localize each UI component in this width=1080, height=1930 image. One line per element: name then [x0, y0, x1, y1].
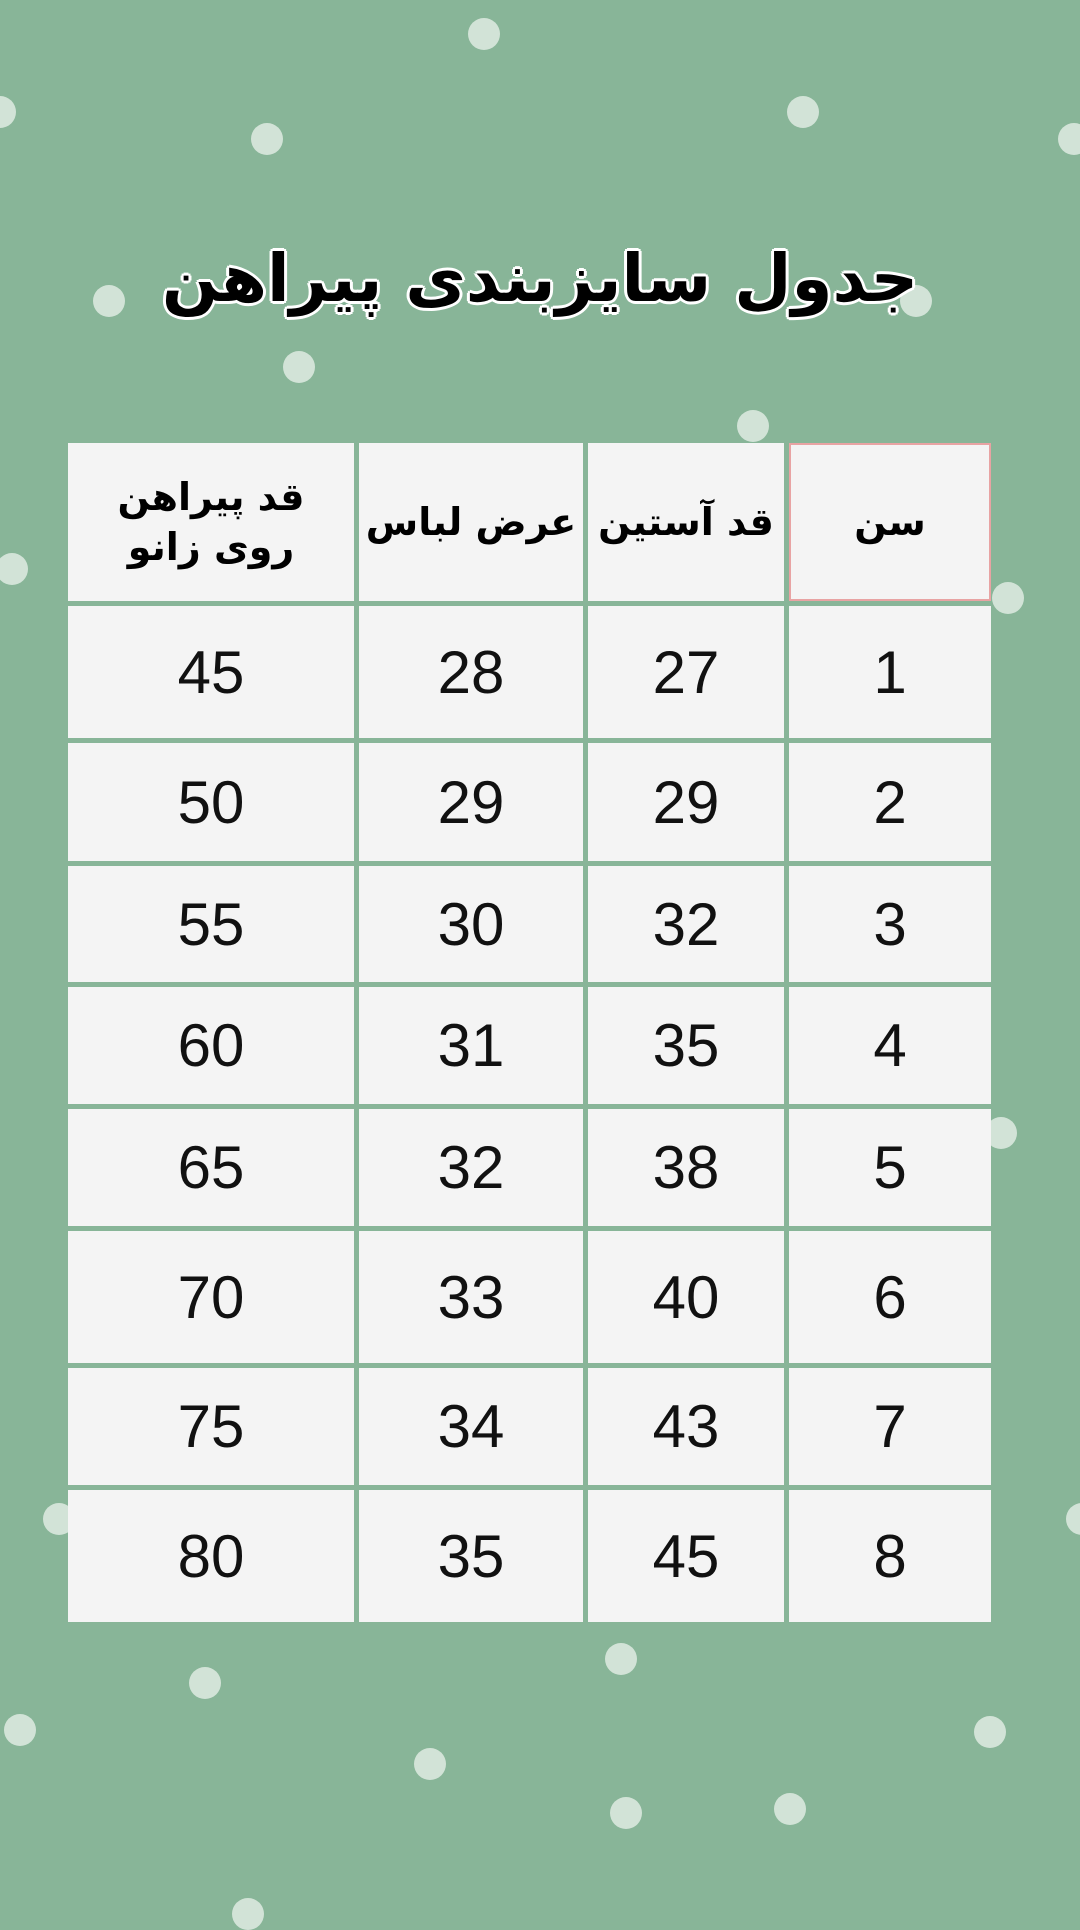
cell-age: 5 [789, 1109, 991, 1226]
cell-age: 6 [789, 1231, 991, 1363]
polka-dot [974, 1716, 1006, 1748]
polka-dot [283, 351, 315, 383]
cell-dress-length: 45 [68, 606, 354, 738]
polka-dot [787, 96, 819, 128]
polka-dot [414, 1748, 446, 1780]
polka-dot [0, 553, 28, 585]
cell-dress-length: 55 [68, 866, 354, 982]
cell-age: 4 [789, 987, 991, 1104]
polka-dot [189, 1667, 221, 1699]
cell-age: 3 [789, 866, 991, 982]
cell-width: 32 [359, 1109, 583, 1226]
polka-dot [1066, 1503, 1080, 1535]
header-width: عرض لباس [359, 443, 583, 601]
cell-sleeve-length: 45 [588, 1490, 784, 1622]
cell-width: 31 [359, 987, 583, 1104]
polka-dot [4, 1714, 36, 1746]
header-dress-length: قد پیراهن روی زانو [68, 443, 354, 601]
cell-sleeve-length: 40 [588, 1231, 784, 1363]
cell-width: 34 [359, 1368, 583, 1485]
cell-sleeve-length: 27 [588, 606, 784, 738]
polka-dot [605, 1643, 637, 1675]
cell-width: 28 [359, 606, 583, 738]
cell-sleeve-length: 32 [588, 866, 784, 982]
cell-sleeve-length: 35 [588, 987, 784, 1104]
polka-dot [1058, 123, 1080, 155]
header-age: سن [789, 443, 991, 601]
cell-dress-length: 65 [68, 1109, 354, 1226]
cell-dress-length: 75 [68, 1368, 354, 1485]
cell-age: 2 [789, 743, 991, 861]
cell-width: 29 [359, 743, 583, 861]
header-sleeve-length: قد آستین [588, 443, 784, 601]
polka-dot [0, 96, 16, 128]
polka-dot [774, 1793, 806, 1825]
polka-dot [468, 18, 500, 50]
polka-dot [93, 285, 125, 317]
cell-sleeve-length: 29 [588, 743, 784, 861]
size-table: سن قد آستین عرض لباس قد پیراهن روی زانو … [65, 443, 991, 1622]
cell-dress-length: 80 [68, 1490, 354, 1622]
polka-dot [737, 410, 769, 442]
page-title: جدول سایزبندی پیراهن [161, 240, 919, 317]
cell-sleeve-length: 38 [588, 1109, 784, 1226]
polka-dot [610, 1797, 642, 1829]
polka-dot [900, 285, 932, 317]
cell-width: 30 [359, 866, 583, 982]
polka-dot [251, 123, 283, 155]
cell-sleeve-length: 43 [588, 1368, 784, 1485]
cell-age: 8 [789, 1490, 991, 1622]
cell-age: 7 [789, 1368, 991, 1485]
polka-dot [232, 1898, 264, 1930]
cell-age: 1 [789, 606, 991, 738]
cell-dress-length: 70 [68, 1231, 354, 1363]
header-dress-length-label: قد پیراهن روی زانو [117, 475, 305, 569]
cell-width: 35 [359, 1490, 583, 1622]
cell-dress-length: 60 [68, 987, 354, 1104]
polka-dot [992, 582, 1024, 614]
cell-dress-length: 50 [68, 743, 354, 861]
cell-width: 33 [359, 1231, 583, 1363]
